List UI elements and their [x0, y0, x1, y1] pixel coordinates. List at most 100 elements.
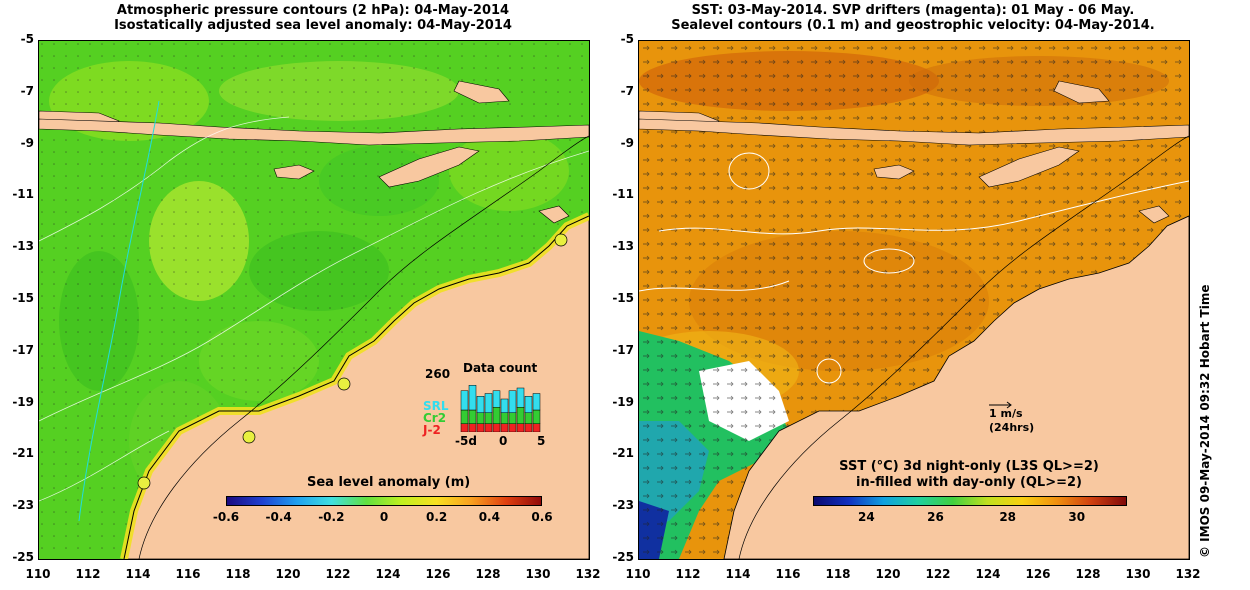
left-title-line1: Atmospheric pressure contours (2 hPa): 0… [116, 3, 510, 18]
data-count-bar-srl [484, 393, 493, 413]
data-count-bar-cr2 [484, 412, 493, 424]
longitude-tick-label: 130 [1125, 567, 1151, 581]
colorbar-tick-label: 0 [379, 510, 389, 524]
australia-landmass [723, 215, 1189, 559]
longitude-tick-label: 122 [925, 567, 951, 581]
data-count-bar-j2 [476, 423, 485, 432]
longitude-tick-label: 114 [125, 567, 151, 581]
data-count-bar-j2 [500, 423, 509, 432]
longitude-tick-label: 132 [575, 567, 601, 581]
colorbar-tick-label: -0.2 [318, 510, 345, 524]
data-count-bar-cr2 [476, 412, 485, 424]
colorbar-tick-label: 0.2 [426, 510, 448, 524]
latitude-tick-label: -11 [12, 187, 34, 202]
tanimbar-island [538, 205, 570, 224]
data-count-bar-srl [492, 390, 501, 408]
sla-colorbar [226, 496, 542, 506]
longitude-tick-label: 118 [225, 567, 251, 581]
legend-srl: SRL [423, 399, 449, 413]
sst-map-svg [639, 41, 1189, 559]
sst-colorbar-label: SST (°C) 3d night-only (L3S QL>=2) in-fi… [819, 459, 1119, 491]
nusa-tenggara-islands [39, 118, 589, 146]
latitude-tick-label: -23 [612, 498, 634, 513]
longitude-tick-label: 118 [825, 567, 851, 581]
data-count-bar-srl [532, 393, 541, 411]
tide-gauge-marker [242, 430, 256, 444]
longitude-tick-label: 110 [25, 567, 51, 581]
latitude-tick-label: -15 [612, 291, 634, 305]
data-count-bar-j2 [492, 423, 501, 432]
sla-colorbar-label: Sea level anomaly (m) [307, 475, 471, 490]
colorbar-tick-label: -0.6 [212, 510, 240, 524]
data-count-max-label: 260 [425, 367, 451, 381]
latitude-tick-label: -25 [612, 550, 634, 564]
timor-island [378, 146, 480, 188]
colorbar-tick-label: 28 [999, 510, 1017, 524]
tide-gauge-marker [554, 233, 568, 247]
tide-gauge-marker [137, 476, 151, 490]
longitude-tick-label: 112 [675, 567, 701, 581]
longitude-tick-label: 116 [175, 567, 201, 581]
colorbar-tick-label: 0.6 [531, 510, 553, 524]
timor-island [978, 146, 1080, 188]
sumba-island [273, 164, 315, 180]
velocity-scale-sublabel: (24hrs) [989, 421, 1035, 434]
latitude-tick-label: -25 [12, 550, 34, 564]
data-count-bar-j2 [532, 423, 541, 432]
latitude-tick-label: -19 [612, 394, 634, 409]
data-count-bar-cr2 [532, 409, 541, 424]
latitude-tick-label: -11 [612, 187, 634, 202]
data-count-bar-cr2 [508, 412, 517, 424]
longitude-tick-label: 122 [325, 567, 351, 581]
latitude-tick-label: -9 [620, 135, 634, 150]
tanimbar-island [1138, 205, 1170, 224]
sea-level-map-svg [39, 41, 589, 559]
sla-colorbar-ticks: -0.6 -0.4 -0.2 0 0.2 0.4 0.6 [213, 510, 553, 526]
latitude-tick-label: -23 [12, 498, 34, 513]
velocity-scale-label: 1 m/s [989, 407, 1023, 420]
sst-map: 1 m/s (24hrs) SST (°C) 3d night-only (L3… [638, 40, 1190, 560]
sst-colorbar-label-line1: SST (°C) 3d night-only (L3S QL>=2) [839, 459, 1099, 474]
latitude-tick-label: -7 [20, 83, 34, 98]
longitude-tick-label: 128 [475, 567, 501, 581]
colorbar-tick-label: 30 [1068, 510, 1086, 524]
data-count-bar-cr2 [468, 409, 477, 424]
data-count-bar-j2 [524, 423, 533, 432]
left-title: Atmospheric pressure contours (2 hPa): 0… [38, 3, 588, 33]
data-count-tick-start: -5d [455, 434, 477, 448]
data-count-bar-srl [516, 387, 525, 408]
data-count-bar-j2 [516, 423, 525, 432]
longitude-tick-label: 120 [275, 567, 301, 581]
imos-credit: © IMOS 09-May-2014 09:32 Hobart Time [1198, 284, 1212, 558]
sumba-island [873, 164, 915, 180]
sulawesi-island [453, 80, 510, 104]
data-count-bar-srl [508, 390, 517, 413]
latitude-tick-label: -5 [620, 32, 634, 46]
data-count-bar-srl [476, 396, 485, 413]
data-count-bar-cr2 [492, 407, 501, 424]
data-count-bar-cr2 [500, 412, 509, 424]
longitude-tick-label: 128 [1075, 567, 1101, 581]
longitude-tick-label: 130 [525, 567, 551, 581]
longitude-tick-label: 126 [1025, 567, 1051, 581]
latitude-tick-label: -21 [12, 446, 34, 461]
longitude-tick-label: 110 [625, 567, 651, 581]
legend-j2: J-2 [423, 423, 441, 437]
colorbar-tick-label: 26 [927, 510, 944, 524]
longitude-tick-label: 124 [375, 567, 401, 581]
nusa-tenggara-islands [639, 118, 1189, 146]
data-count-tick-end: 5 [537, 434, 546, 448]
colorbar-tick-label: -0.4 [265, 510, 292, 524]
right-title: SST: 03-May-2014. SVP drifters (magenta)… [638, 3, 1188, 33]
latitude-tick-label: -7 [620, 83, 634, 98]
latitude-tick-label: -19 [12, 394, 34, 409]
colorbar-tick-label: 24 [858, 510, 875, 524]
longitude-tick-label: 120 [875, 567, 901, 581]
data-count-bar-j2 [460, 423, 469, 432]
sulawesi-island [1053, 80, 1110, 104]
legend-cr2: Cr2 [423, 411, 447, 425]
longitude-tick-label: 112 [75, 567, 101, 581]
data-count-tick-zero: 0 [499, 434, 508, 448]
latitude-tick-label: -5 [20, 32, 34, 46]
latitude-tick-label: -21 [612, 446, 634, 461]
